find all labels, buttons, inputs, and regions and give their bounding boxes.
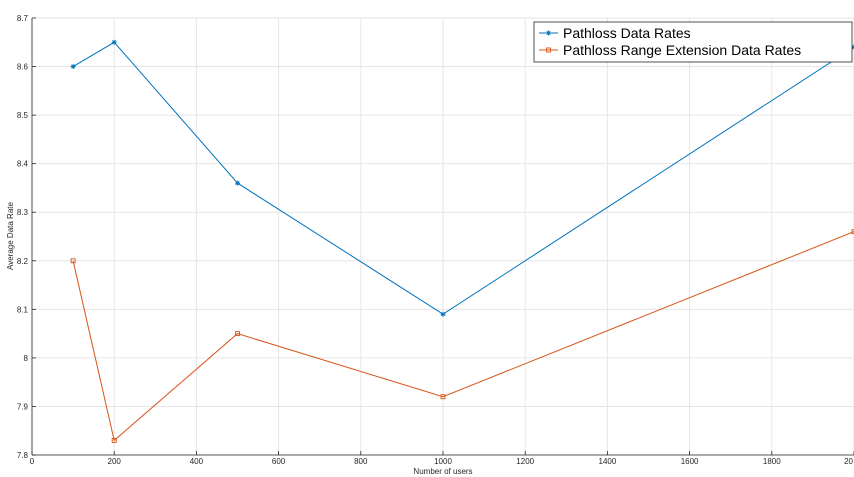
data-point-marker bbox=[111, 39, 117, 45]
x-tick-label: 1800 bbox=[763, 457, 781, 466]
x-tick-label: 20 bbox=[844, 457, 853, 466]
data-point-marker bbox=[70, 64, 76, 70]
legend-marker bbox=[546, 47, 551, 53]
y-tick-label: 7.9 bbox=[17, 402, 29, 411]
axes bbox=[31, 17, 854, 456]
data-point-marker bbox=[440, 311, 446, 317]
data-point-marker bbox=[440, 394, 446, 400]
x-tick-label: 1400 bbox=[599, 457, 617, 466]
y-axis-label: Average Data Rate bbox=[6, 202, 15, 270]
legend-entry: Pathloss Range Extension Data Rates bbox=[539, 42, 801, 58]
y-tick-label: 7.8 bbox=[17, 451, 29, 460]
x-tick-label: 200 bbox=[108, 457, 122, 466]
series-lines bbox=[70, 39, 854, 443]
series-2 bbox=[70, 229, 854, 443]
data-point-marker bbox=[70, 258, 76, 264]
x-tick-label: 800 bbox=[354, 457, 368, 466]
x-tick-labels: 0 200 400 600 800 1000 1200 1400 1600 1800 20 bbox=[30, 457, 854, 466]
y-tick-labels: 7.8 7.9 8 8.1 8.2 8.3 8.4 8.5 8.6 8.7 bbox=[17, 14, 29, 460]
x-tick-label: 1200 bbox=[516, 457, 534, 466]
series-1 bbox=[70, 39, 854, 317]
x-tick-label: 0 bbox=[30, 457, 35, 466]
x-tick-label: 400 bbox=[190, 457, 204, 466]
legend-label: Pathloss Range Extension Data Rates bbox=[563, 42, 801, 58]
data-point-marker bbox=[851, 229, 854, 235]
data-point-marker bbox=[235, 180, 240, 186]
y-tick-label: 8.6 bbox=[17, 63, 29, 72]
legend-box bbox=[533, 21, 853, 63]
data-point-marker bbox=[111, 437, 117, 443]
y-tick-label: 8 bbox=[24, 354, 29, 363]
x-tick-label: 1600 bbox=[681, 457, 699, 466]
x-axis-label: Number of users bbox=[413, 467, 472, 476]
legend-entry: Pathloss Data Rates bbox=[539, 25, 691, 41]
data-point-marker bbox=[235, 331, 240, 337]
y-tick-label: 8.2 bbox=[17, 257, 29, 266]
legend-marker bbox=[546, 30, 551, 36]
y-tick-label: 8.1 bbox=[17, 305, 29, 314]
y-tick-label: 8.5 bbox=[17, 111, 29, 120]
y-tick-label: 8.3 bbox=[17, 208, 29, 217]
x-tick-label: 1000 bbox=[434, 457, 452, 466]
legend-label: Pathloss Data Rates bbox=[563, 25, 691, 41]
x-tick-label: 600 bbox=[272, 457, 286, 466]
y-tick-label: 8.4 bbox=[17, 160, 29, 169]
series-line bbox=[72, 231, 854, 442]
y-tick-label: 8.7 bbox=[17, 14, 29, 23]
